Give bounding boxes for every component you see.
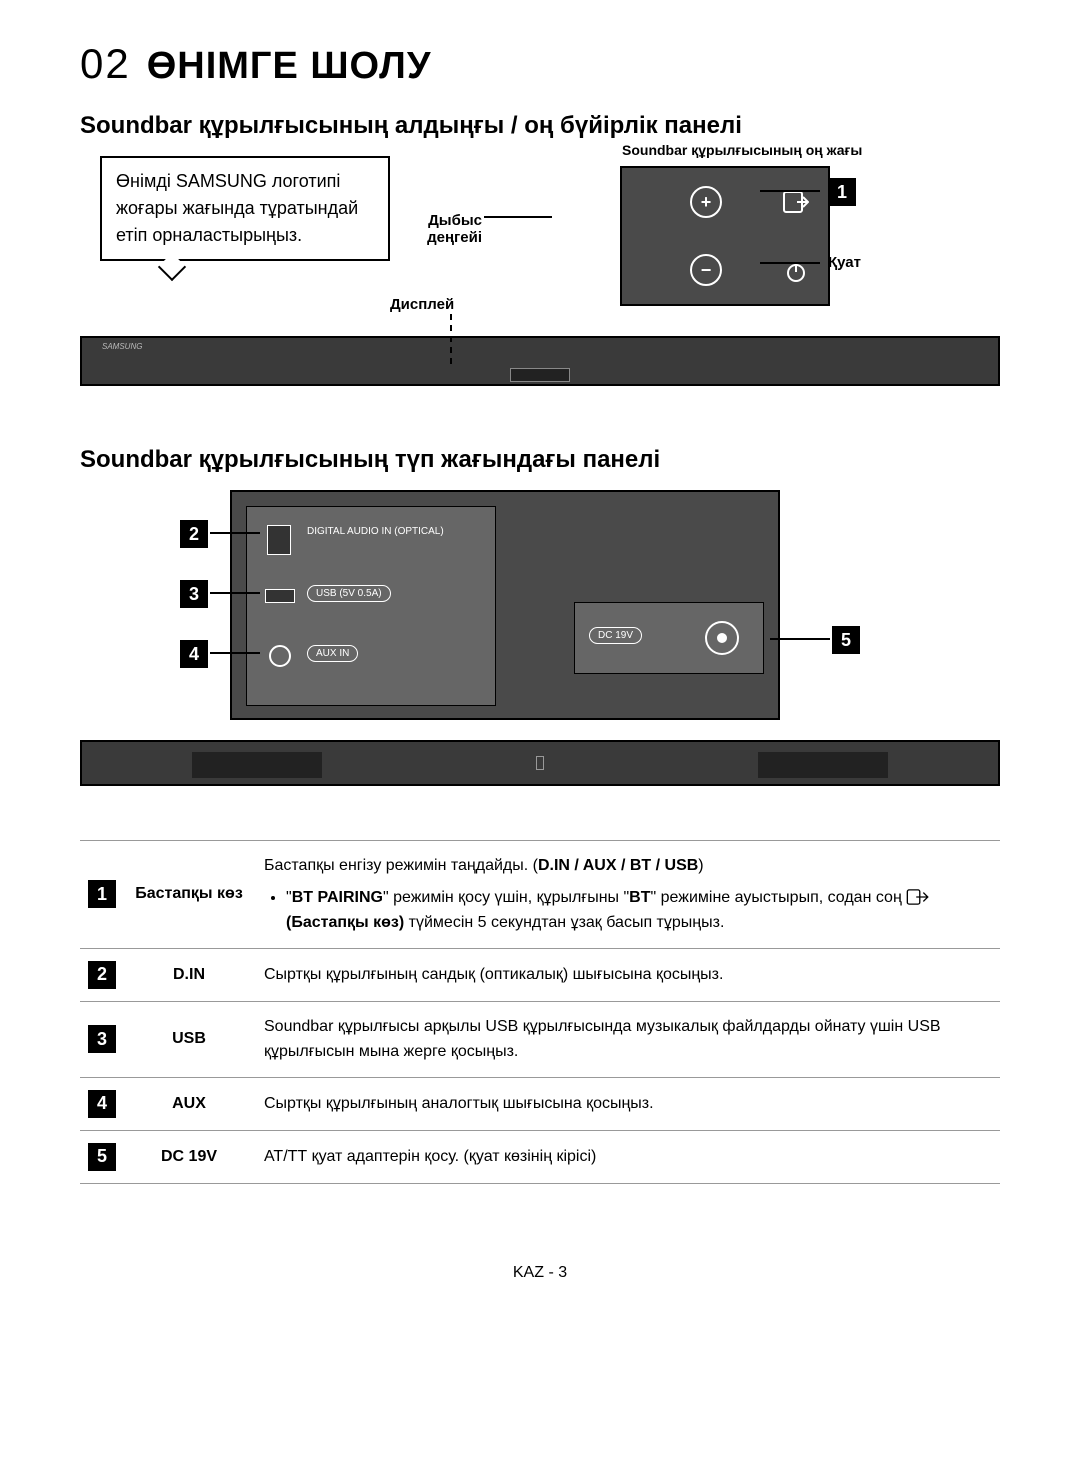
power-label: Қуат bbox=[828, 254, 861, 271]
badge-3: 3 bbox=[180, 580, 208, 608]
row-badge: 3 bbox=[88, 1025, 116, 1053]
display-leader bbox=[450, 314, 452, 364]
right-panel-title: Soundbar құрылғысының оң жағы bbox=[622, 142, 862, 158]
row-desc: Soundbar құрылғысы арқылы USB құрылғысын… bbox=[254, 1001, 1000, 1077]
volume-label: Дыбыс деңгейі bbox=[402, 212, 482, 246]
volume-up-icon: + bbox=[690, 186, 722, 218]
table-row: 4 AUX Сыртқы құрылғының аналогтық шығысы… bbox=[80, 1077, 1000, 1130]
right-side-panel: Soundbar құрылғысының оң жағы + − bbox=[620, 166, 830, 306]
center-screw bbox=[536, 756, 544, 770]
right-port-panel: DC 19V bbox=[574, 602, 764, 674]
optical-port-label: DIGITAL AUDIO IN (OPTICAL) bbox=[307, 525, 444, 538]
bt-pairing-note: "BT PAIRING" режимін қосу үшін, құрылғын… bbox=[286, 885, 990, 936]
left-port-panel: DIGITAL AUDIO IN (OPTICAL) USB (5V 0.5A)… bbox=[246, 506, 496, 706]
orientation-callout: Өнімді SAMSUNG логотипі жоғары жағында т… bbox=[100, 156, 390, 261]
row-name: AUX bbox=[124, 1077, 254, 1130]
optical-port-icon bbox=[267, 525, 291, 555]
table-row: 1 Бастапқы көз Бастапқы енгізу режимін т… bbox=[80, 841, 1000, 949]
bottom-panel-box: DIGITAL AUDIO IN (OPTICAL) USB (5V 0.5A)… bbox=[230, 490, 780, 720]
row-name: USB bbox=[124, 1001, 254, 1077]
badge-5: 5 bbox=[832, 626, 860, 654]
row-name: DC 19V bbox=[124, 1130, 254, 1183]
front-panel-heading: Soundbar құрылғысының алдыңғы / оң бүйір… bbox=[80, 112, 1000, 140]
leader-2 bbox=[210, 532, 260, 534]
foot-right bbox=[758, 752, 888, 778]
bottom-panel-diagram: DIGITAL AUDIO IN (OPTICAL) USB (5V 0.5A)… bbox=[80, 490, 1000, 810]
bottom-panel-heading: Soundbar құрылғысының түп жағындағы пане… bbox=[80, 446, 1000, 474]
badge-1: 1 bbox=[828, 178, 856, 206]
front-panel-diagram: Өнімді SAMSUNG логотипі жоғары жағында т… bbox=[80, 156, 1000, 416]
table-row: 5 DC 19V АТ/ТТ қуат адаптерін қосу. (қуа… bbox=[80, 1130, 1000, 1183]
badge-2: 2 bbox=[180, 520, 208, 548]
dc-port-icon bbox=[705, 621, 739, 655]
section-number: 02 bbox=[80, 40, 131, 88]
source-leader bbox=[760, 190, 820, 192]
display-area bbox=[510, 368, 570, 382]
display-label: Дисплей bbox=[390, 296, 454, 313]
table-row: 3 USB Soundbar құрылғысы арқылы USB құры… bbox=[80, 1001, 1000, 1077]
usb-port-icon bbox=[265, 589, 295, 603]
soundbar-front-view: SAMSUNG bbox=[80, 336, 1000, 386]
row-badge: 5 bbox=[88, 1143, 116, 1171]
row-desc: Сыртқы құрылғының сандық (оптикалық) шығ… bbox=[254, 948, 1000, 1001]
badge-4: 4 bbox=[180, 640, 208, 668]
row-desc: Сыртқы құрылғының аналогтық шығысына қос… bbox=[254, 1077, 1000, 1130]
leader-4 bbox=[210, 652, 260, 654]
leader-3 bbox=[210, 592, 260, 594]
samsung-logo-mark: SAMSUNG bbox=[102, 342, 142, 351]
page-footer: KAZ - 3 bbox=[80, 1264, 1000, 1282]
section-header: 02 ӨНІМГЕ ШОЛУ bbox=[80, 40, 1000, 88]
table-row: 2 D.IN Сыртқы құрылғының сандық (оптикал… bbox=[80, 948, 1000, 1001]
leader-5 bbox=[770, 638, 830, 640]
row-badge: 4 bbox=[88, 1090, 116, 1118]
aux-port-label: AUX IN bbox=[307, 645, 358, 662]
row-name: D.IN bbox=[124, 948, 254, 1001]
dc-port-label: DC 19V bbox=[589, 627, 642, 644]
source-icon-inline bbox=[906, 889, 930, 905]
volume-leader bbox=[484, 216, 552, 218]
section-title: ӨНІМГЕ ШОЛУ bbox=[147, 45, 432, 88]
row-badge: 2 bbox=[88, 961, 116, 989]
volume-down-icon: − bbox=[690, 254, 722, 286]
aux-port-icon bbox=[269, 645, 291, 667]
power-leader bbox=[760, 262, 820, 264]
ports-table: 1 Бастапқы көз Бастапқы енгізу режимін т… bbox=[80, 840, 1000, 1184]
row-desc: Бастапқы енгізу режимін таңдайды. (D.IN … bbox=[254, 841, 1000, 949]
soundbar-bottom-view bbox=[80, 740, 1000, 786]
row-desc: АТ/ТТ қуат адаптерін қосу. (қуат көзінің… bbox=[254, 1130, 1000, 1183]
row-badge: 1 bbox=[88, 880, 116, 908]
source-icon bbox=[782, 190, 810, 214]
row-name: Бастапқы көз bbox=[124, 841, 254, 949]
usb-port-label: USB (5V 0.5A) bbox=[307, 585, 391, 602]
foot-left bbox=[192, 752, 322, 778]
